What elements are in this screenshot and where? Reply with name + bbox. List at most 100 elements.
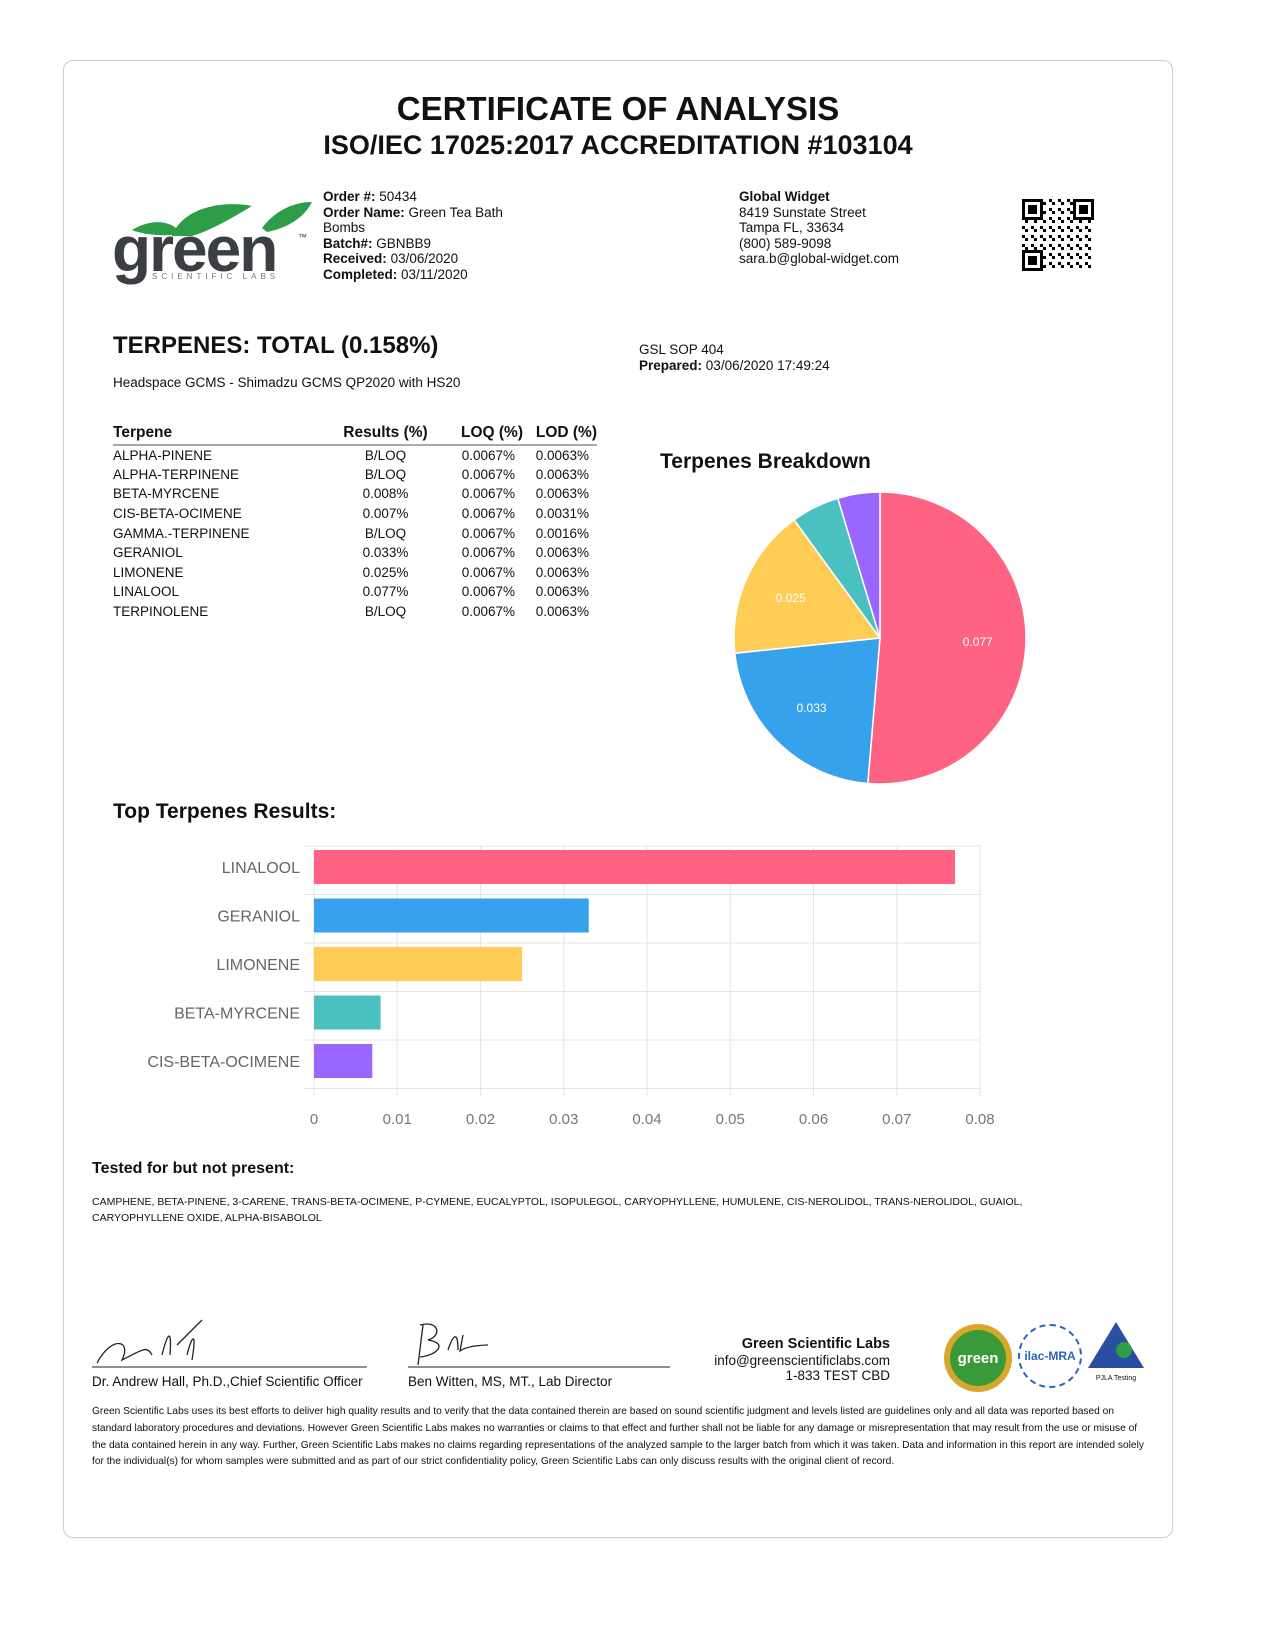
- table-row: TERPINOLENE B/LOQ 0.0067% 0.0063%: [113, 602, 597, 622]
- lod: 0.0063%: [535, 564, 589, 580]
- pie-slice-linalool: [866, 491, 1027, 784]
- loq: 0.0067%: [461, 506, 515, 522]
- prepared-label: Prepared:: [639, 357, 703, 373]
- loq: 0.0067%: [461, 525, 515, 541]
- result: 0.007%: [362, 506, 409, 522]
- lod: 0.0063%: [535, 584, 589, 600]
- received: 03/06/2020: [390, 251, 459, 266]
- signer-1: Dr. Andrew Hall, Ph.D.,Chief Scientific …: [92, 1374, 363, 1389]
- lod: 0.0063%: [535, 604, 589, 620]
- lod: 0.0063%: [535, 545, 589, 561]
- lab-phone: 1-833 TEST CBD: [785, 1368, 890, 1383]
- order-no-label: Order #:: [323, 189, 376, 204]
- order-no: 50434: [379, 189, 417, 204]
- table-row: GERANIOL 0.033% 0.0067% 0.0063%: [113, 543, 597, 563]
- x-tick-label: 0: [310, 1111, 318, 1128]
- loq: 0.0067%: [461, 604, 515, 620]
- terpene-name: GERANIOL: [113, 545, 183, 561]
- loq: 0.0067%: [461, 584, 515, 600]
- col-lod: LOD (%): [523, 424, 597, 446]
- lab-name: Green Scientific Labs: [741, 1336, 890, 1352]
- top-terpenes-bar-chart: 0 0.01 0.02 0.03 0.04 0.05 0.06 0.07 0.08 LINALOO…: [147, 845, 995, 1128]
- loq: 0.0067%: [461, 545, 515, 561]
- terpene-name: ALPHA-PINENE: [113, 447, 213, 463]
- pie-title: Terpenes Breakdown: [660, 450, 871, 473]
- order-info: Order #: 50434 Order Name: Green Tea Bat…: [323, 189, 523, 282]
- table-row: CIS-BETA-OCIMENE 0.007% 0.0067% 0.0031%: [113, 504, 597, 524]
- lod: 0.0031%: [535, 506, 589, 522]
- pie-data-label: 0.033: [797, 701, 827, 715]
- logo-wordmark: green: [112, 213, 278, 285]
- y-tick-label: LINALOOL: [222, 860, 300, 877]
- loq: 0.0067%: [461, 486, 515, 502]
- terpene-name: LINALOOL: [113, 584, 180, 600]
- disclaimer: Green Scientific Labs uses its best effo…: [92, 1406, 1144, 1468]
- lab-email: info@greenscientificlabs.com: [714, 1352, 890, 1368]
- signature-witten: [408, 1323, 670, 1368]
- x-tick-label: 0.08: [965, 1111, 994, 1128]
- green-seal-text: green: [950, 1330, 1006, 1386]
- order-name-label: Order Name:: [323, 204, 405, 220]
- green-scientific-labs-logo: green ™ SCIENTIFIC LABS: [112, 198, 312, 285]
- terpene-name: GAMMA.-TERPINENE: [113, 525, 250, 541]
- y-tick-label: CIS-BETA-OCIMENE: [147, 1054, 300, 1071]
- prep-info: GSL SOP 404 Prepared: 03/06/2020 17:49:2…: [639, 342, 830, 373]
- pie-data-label: 0.077: [963, 635, 993, 649]
- received-label: Received:: [323, 251, 387, 266]
- loq: 0.0067%: [461, 564, 515, 580]
- col-loq: LOQ (%): [443, 424, 523, 446]
- table-row: BETA-MYRCENE 0.008% 0.0067% 0.0063%: [113, 484, 597, 504]
- bar-cis-beta-ocimene: [314, 1044, 373, 1078]
- bar-beta-myrcene: [314, 995, 381, 1030]
- sop: GSL SOP 404: [639, 342, 724, 357]
- y-tick-label: LIMONENE: [216, 957, 300, 974]
- not-present-title: Tested for but not present:: [92, 1160, 295, 1177]
- accreditation-subtitle: ISO/IEC 17025:2017 ACCREDITATION #103104: [323, 130, 913, 160]
- terpene-name: BETA-MYRCENE: [113, 486, 220, 502]
- pjla-badge: PJLA Testing: [1086, 1320, 1146, 1390]
- result: 0.033%: [362, 545, 409, 561]
- completed-label: Completed:: [323, 266, 398, 282]
- table-row: LINALOOL 0.077% 0.0067% 0.0063%: [113, 582, 597, 602]
- x-tick-label: 0.01: [383, 1111, 412, 1128]
- result: 0.077%: [362, 584, 409, 600]
- prepared: 03/06/2020 17:49:24: [705, 357, 830, 373]
- not-present-list: CAMPHENE, BETA-PINENE, 3-CARENE, TRANS-B…: [92, 1196, 1023, 1224]
- bar-title: Top Terpenes Results:: [113, 800, 337, 823]
- terpene-name: ALPHA-TERPINENE: [113, 466, 240, 482]
- trademark: ™: [298, 232, 307, 242]
- client-info: Global Widget 8419 Sunstate Street Tampa…: [739, 189, 899, 267]
- client-email: sara.b@global-widget.com: [739, 251, 900, 266]
- leaf-icon: [132, 202, 312, 236]
- result: 0.008%: [362, 486, 409, 502]
- col-terpene: Terpene: [113, 424, 328, 446]
- pie-slice-limonene: [733, 518, 882, 655]
- loq: 0.0067%: [461, 466, 515, 482]
- table-row: ALPHA-TERPINENE B/LOQ 0.0067% 0.0063%: [113, 465, 597, 485]
- x-tick-label: 0.06: [799, 1111, 828, 1128]
- lab-contact: Green Scientific Labs info@greenscientif…: [714, 1336, 890, 1384]
- completed: 03/11/2020: [401, 266, 468, 282]
- table-row: GAMMA.-TERPINENE B/LOQ 0.0067% 0.0016%: [113, 523, 597, 543]
- green-seal-badge: green: [944, 1324, 1012, 1392]
- pjla-text: PJLA Testing: [1095, 1375, 1137, 1382]
- terpene-name: TERPINOLENE: [113, 604, 209, 620]
- signer-2: Ben Witten, MS, MT., Lab Director: [408, 1374, 613, 1389]
- section-title: TERPENES: TOTAL (0.158%): [113, 332, 439, 359]
- table-row: LIMONENE 0.025% 0.0067% 0.0063%: [113, 563, 597, 583]
- client-phone: (800) 589-9098: [739, 235, 832, 251]
- x-tick-label: 0.05: [716, 1111, 745, 1128]
- terpene-name: LIMONENE: [113, 564, 184, 580]
- x-tick-label: 0.04: [632, 1111, 661, 1128]
- result: B/LOQ: [364, 466, 407, 482]
- x-tick-label: 0.02: [466, 1111, 495, 1128]
- loq: 0.0067%: [461, 447, 515, 463]
- x-tick-label: 0.03: [549, 1111, 578, 1128]
- result: B/LOQ: [364, 447, 407, 463]
- x-tick-label: 0.07: [882, 1111, 911, 1128]
- lod: 0.0063%: [535, 486, 589, 502]
- terpenes-pie-chart: 0.077 0.033 0.025: [733, 491, 1027, 784]
- client-city: Tampa FL, 33634: [739, 220, 845, 235]
- bar-geraniol: [314, 898, 589, 933]
- logo-tagline: SCIENTIFIC LABS: [152, 272, 280, 281]
